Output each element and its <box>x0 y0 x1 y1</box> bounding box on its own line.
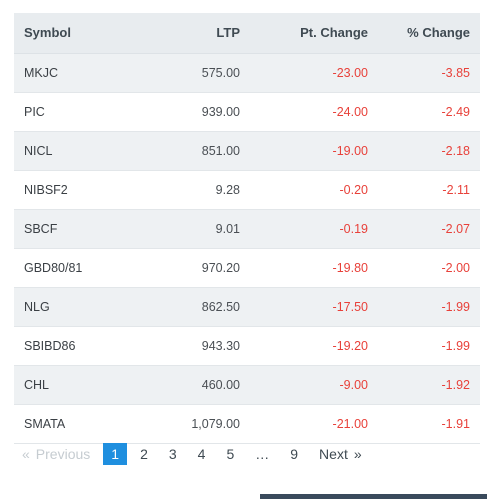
table-row[interactable]: NIBSF2 9.28 -0.20 -2.11 <box>14 170 480 210</box>
table-row[interactable]: PIC 939.00 -24.00 -2.49 <box>14 92 480 132</box>
symbol-cell[interactable]: SBIBD86 <box>14 326 144 366</box>
pt-change-cell: -0.19 <box>250 209 378 249</box>
page-button-2[interactable]: 2 <box>140 446 148 462</box>
ltp-cell: 943.30 <box>144 326 250 366</box>
ltp-cell: 460.00 <box>144 365 250 405</box>
table-row[interactable]: MKJC 575.00 -23.00 -3.85 <box>14 53 480 93</box>
pct-change-cell: -2.07 <box>378 209 480 249</box>
table-row[interactable]: SMATA 1,079.00 -21.00 -1.91 <box>14 404 480 444</box>
table-row[interactable]: CHL 460.00 -9.00 -1.92 <box>14 365 480 405</box>
losers-table: Symbol LTP Pt. Change % Change MKJC 575.0… <box>14 13 480 444</box>
symbol-cell[interactable]: GBD80/81 <box>14 248 144 288</box>
pt-change-cell: -19.20 <box>250 326 378 366</box>
ltp-cell: 851.00 <box>144 131 250 171</box>
pct-change-cell: -3.85 <box>378 53 480 93</box>
pct-change-cell: -2.11 <box>378 170 480 210</box>
symbol-cell[interactable]: CHL <box>14 365 144 405</box>
pt-change-cell: -21.00 <box>250 404 378 444</box>
page-button-3[interactable]: 3 <box>168 446 177 462</box>
pt-change-cell: -19.00 <box>250 131 378 171</box>
pct-change-cell: -1.91 <box>378 404 480 444</box>
ltp-cell: 575.00 <box>144 53 250 93</box>
previous-label: Previous <box>35 446 91 462</box>
symbol-cell[interactable]: SMATA <box>14 404 144 444</box>
pct-change-cell: -2.00 <box>378 248 480 288</box>
page-button-9[interactable]: 9 <box>290 446 299 462</box>
table-row[interactable]: SBIBD86 943.30 -19.20 -1.99 <box>14 326 480 366</box>
pt-change-cell: -9.00 <box>250 365 378 405</box>
ltp-cell: 1,079.00 <box>144 404 250 444</box>
column-header-ltp[interactable]: LTP <box>144 13 250 54</box>
pct-change-cell: -2.18 <box>378 131 480 171</box>
pt-change-cell: -19.80 <box>250 248 378 288</box>
pagination: « Previous 1 2 3 4 5 … 9 Next » <box>14 442 375 466</box>
pagination-ellipsis: … <box>255 446 270 462</box>
table-row[interactable]: SBCF 9.01 -0.19 -2.07 <box>14 209 480 249</box>
symbol-cell[interactable]: MKJC <box>14 53 144 93</box>
symbol-cell[interactable]: NLG <box>14 287 144 327</box>
ltp-cell: 939.00 <box>144 92 250 132</box>
pct-change-cell: -1.92 <box>378 365 480 405</box>
pct-change-cell: -2.49 <box>378 92 480 132</box>
page-button-5[interactable]: 5 <box>226 446 235 462</box>
previous-page-button[interactable]: « Previous <box>14 443 98 465</box>
ltp-cell: 970.20 <box>144 248 250 288</box>
pt-change-cell: -23.00 <box>250 53 378 93</box>
footer-strip <box>260 494 487 499</box>
pt-change-cell: -24.00 <box>250 92 378 132</box>
column-header-pct-change[interactable]: % Change <box>378 13 480 54</box>
page-button-1[interactable]: 1 <box>103 443 128 465</box>
table-row[interactable]: NICL 851.00 -19.00 -2.18 <box>14 131 480 171</box>
next-label: Next <box>319 446 348 462</box>
pt-change-cell: -17.50 <box>250 287 378 327</box>
table-row[interactable]: NLG 862.50 -17.50 -1.99 <box>14 287 480 327</box>
double-chevron-right-icon: » <box>353 446 362 462</box>
ltp-cell: 9.01 <box>144 209 250 249</box>
ltp-cell: 862.50 <box>144 287 250 327</box>
double-chevron-left-icon: « <box>22 446 30 462</box>
symbol-cell[interactable]: PIC <box>14 92 144 132</box>
pt-change-cell: -0.20 <box>250 170 378 210</box>
table-row[interactable]: GBD80/81 970.20 -19.80 -2.00 <box>14 248 480 288</box>
symbol-cell[interactable]: SBCF <box>14 209 144 249</box>
table-header-row: Symbol LTP Pt. Change % Change <box>14 13 480 54</box>
symbol-cell[interactable]: NICL <box>14 131 144 171</box>
next-page-button[interactable]: Next » <box>311 443 370 465</box>
column-header-pt-change[interactable]: Pt. Change <box>250 13 378 54</box>
pct-change-cell: -1.99 <box>378 326 480 366</box>
column-header-symbol[interactable]: Symbol <box>14 13 144 54</box>
symbol-cell[interactable]: NIBSF2 <box>14 170 144 210</box>
ltp-cell: 9.28 <box>144 170 250 210</box>
pct-change-cell: -1.99 <box>378 287 480 327</box>
page-button-4[interactable]: 4 <box>197 446 206 462</box>
